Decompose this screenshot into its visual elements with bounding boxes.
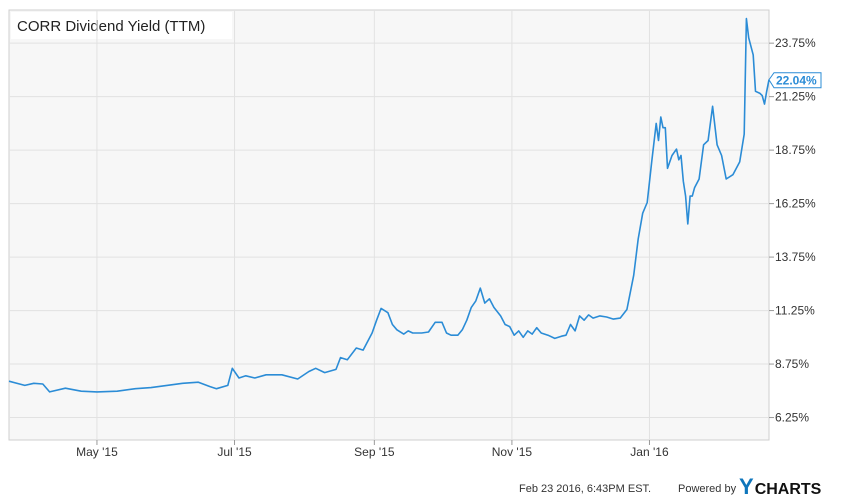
y-tick-label: 11.25% <box>775 304 815 318</box>
footer-powered-by: Powered by <box>678 483 737 495</box>
y-tick-label: 16.25% <box>775 197 816 211</box>
title-background <box>11 12 232 39</box>
plot-area <box>8 9 770 441</box>
y-tick-label: 13.75% <box>775 250 816 264</box>
x-tick-label: Nov '15 <box>492 445 533 459</box>
x-tick-label: Sep '15 <box>354 445 395 459</box>
chart-title: CORR Dividend Yield (TTM) <box>17 18 205 35</box>
y-tick-label: 6.25% <box>775 411 809 425</box>
ycharts-logo-text: CHARTS <box>755 481 822 498</box>
y-tick-label: 8.75% <box>775 357 809 371</box>
x-axis: May '15 Jul '15 Sep '15 Nov '15 Jan '16 <box>76 440 669 459</box>
y-axis: 6.25% 8.75% 11.25% 13.75% 16.25% 18.75% 21.25%… <box>769 36 816 425</box>
grid-lines <box>9 10 769 440</box>
y-tick-label: 18.75% <box>775 143 816 157</box>
footer: Feb 23 2016, 6:43PM EST. Powered by YCHA… <box>519 474 822 499</box>
last-value-label: 22.04% <box>776 74 817 88</box>
x-tick-label: Jan '16 <box>630 445 669 459</box>
footer-timestamp: Feb 23 2016, 6:43PM EST. <box>519 483 651 495</box>
y-tick-label: 23.75% <box>775 36 816 50</box>
x-tick-label: May '15 <box>76 445 118 459</box>
y-tick-label: 21.25% <box>775 90 816 104</box>
x-tick-label: Jul '15 <box>217 445 252 459</box>
ycharts-logo: YCHARTS <box>739 474 822 499</box>
series-layer <box>8 17 770 393</box>
series-line <box>8 17 770 393</box>
ycharts-logo-y: Y <box>739 474 754 499</box>
last-value-marker: 22.04% <box>768 72 822 89</box>
last-value-box <box>768 72 822 89</box>
